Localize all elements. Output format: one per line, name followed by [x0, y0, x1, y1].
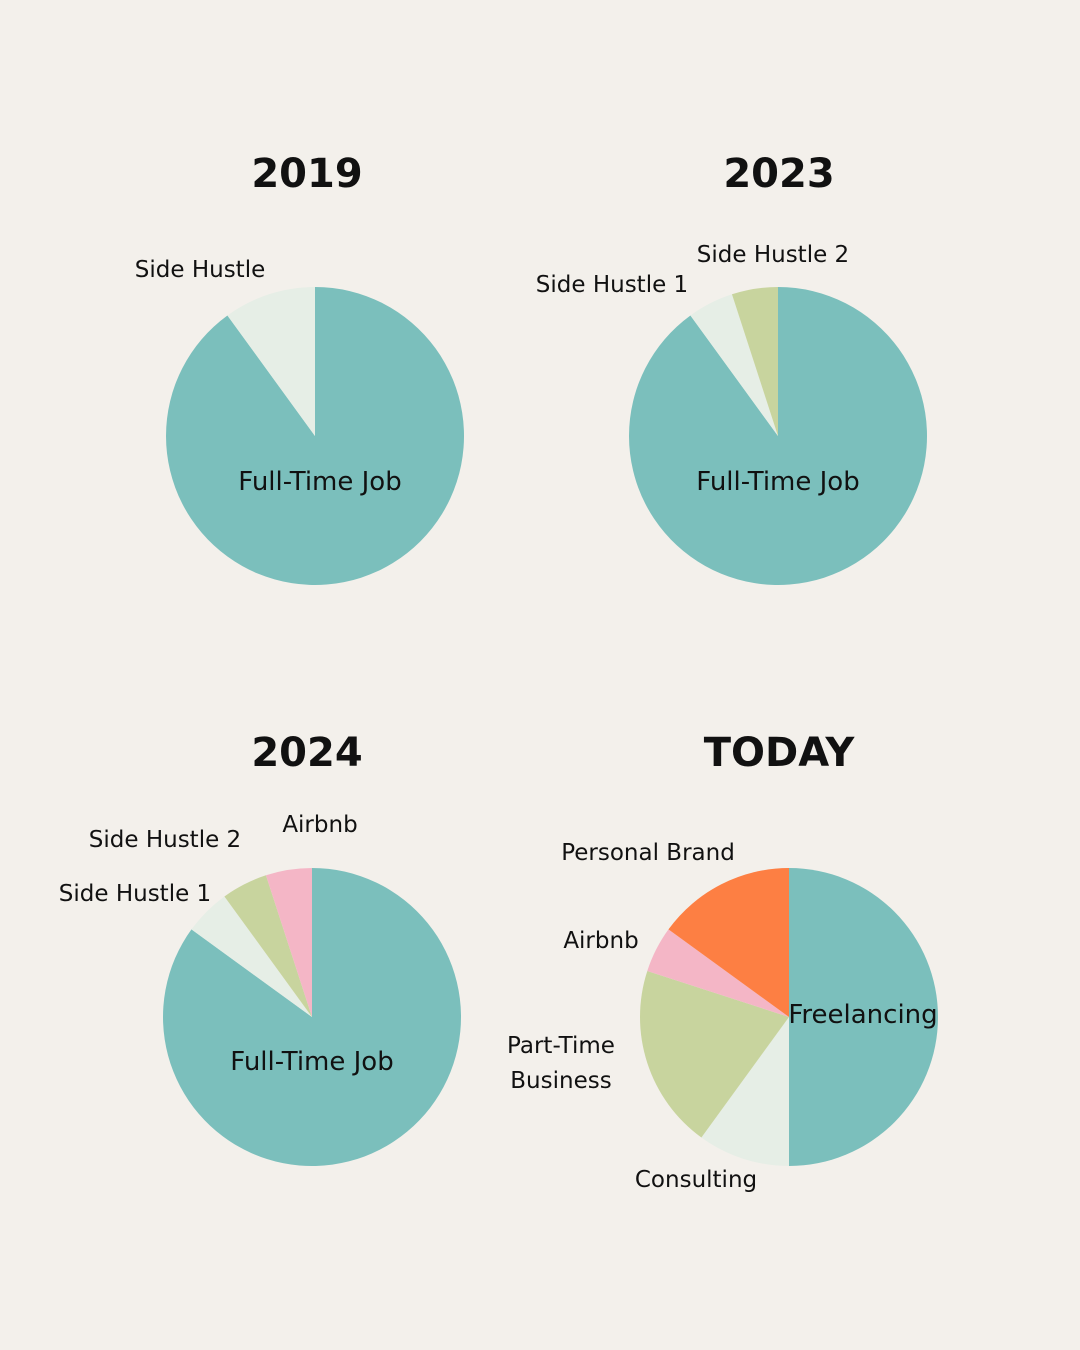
chart-title: 2023	[723, 151, 835, 197]
pie-slice-freelancing	[789, 868, 938, 1166]
pie-slice-personal-brand	[668, 868, 789, 1017]
slice-label-airbnb: Airbnb	[563, 928, 638, 954]
slice-label-full-time-job: Full-Time Job	[230, 1047, 393, 1077]
pie-slice-side-hustle-2	[224, 875, 312, 1017]
pie-slice-airbnb	[265, 868, 312, 1017]
chart-title: 2019	[251, 151, 363, 197]
slice-label-freelancing: Freelancing	[788, 1000, 937, 1030]
slice-label-part-time-business: Part-Time Business	[507, 1033, 615, 1094]
slice-label-side-hustle-1: Side Hustle 1	[536, 272, 688, 298]
slice-label-side-hustle-1: Side Hustle 1	[59, 881, 211, 907]
pie-slice-side-hustle	[227, 287, 315, 436]
slice-label-airbnb: Airbnb	[282, 812, 357, 838]
pie-slice-full-time-job	[629, 286, 928, 585]
slice-label-consulting: Consulting	[635, 1167, 757, 1193]
pie-slice-part-time-business	[639, 970, 789, 1138]
pie-slice-side-hustle-2	[731, 287, 778, 436]
slice-label-side-hustle-2: Side Hustle 2	[697, 242, 849, 268]
pie-slice-full-time-job	[163, 867, 462, 1166]
slice-label-side-hustle-2: Side Hustle 2	[89, 827, 241, 853]
slice-label-full-time-job: Full-Time Job	[696, 467, 859, 497]
slice-label-side-hustle: Side Hustle	[135, 257, 265, 283]
chart-title: TODAY	[703, 730, 855, 776]
pie-slice-consulting	[701, 1017, 789, 1166]
pie-slice-full-time-job	[166, 287, 465, 585]
pie-slice-side-hustle-1	[191, 896, 312, 1017]
pie-slice-side-hustle-1	[690, 294, 778, 436]
chart-title: 2024	[251, 730, 363, 776]
pie-slice-airbnb	[647, 929, 789, 1017]
slice-label-personal-brand: Personal Brand	[561, 840, 735, 866]
slice-label-full-time-job: Full-Time Job	[238, 467, 401, 497]
